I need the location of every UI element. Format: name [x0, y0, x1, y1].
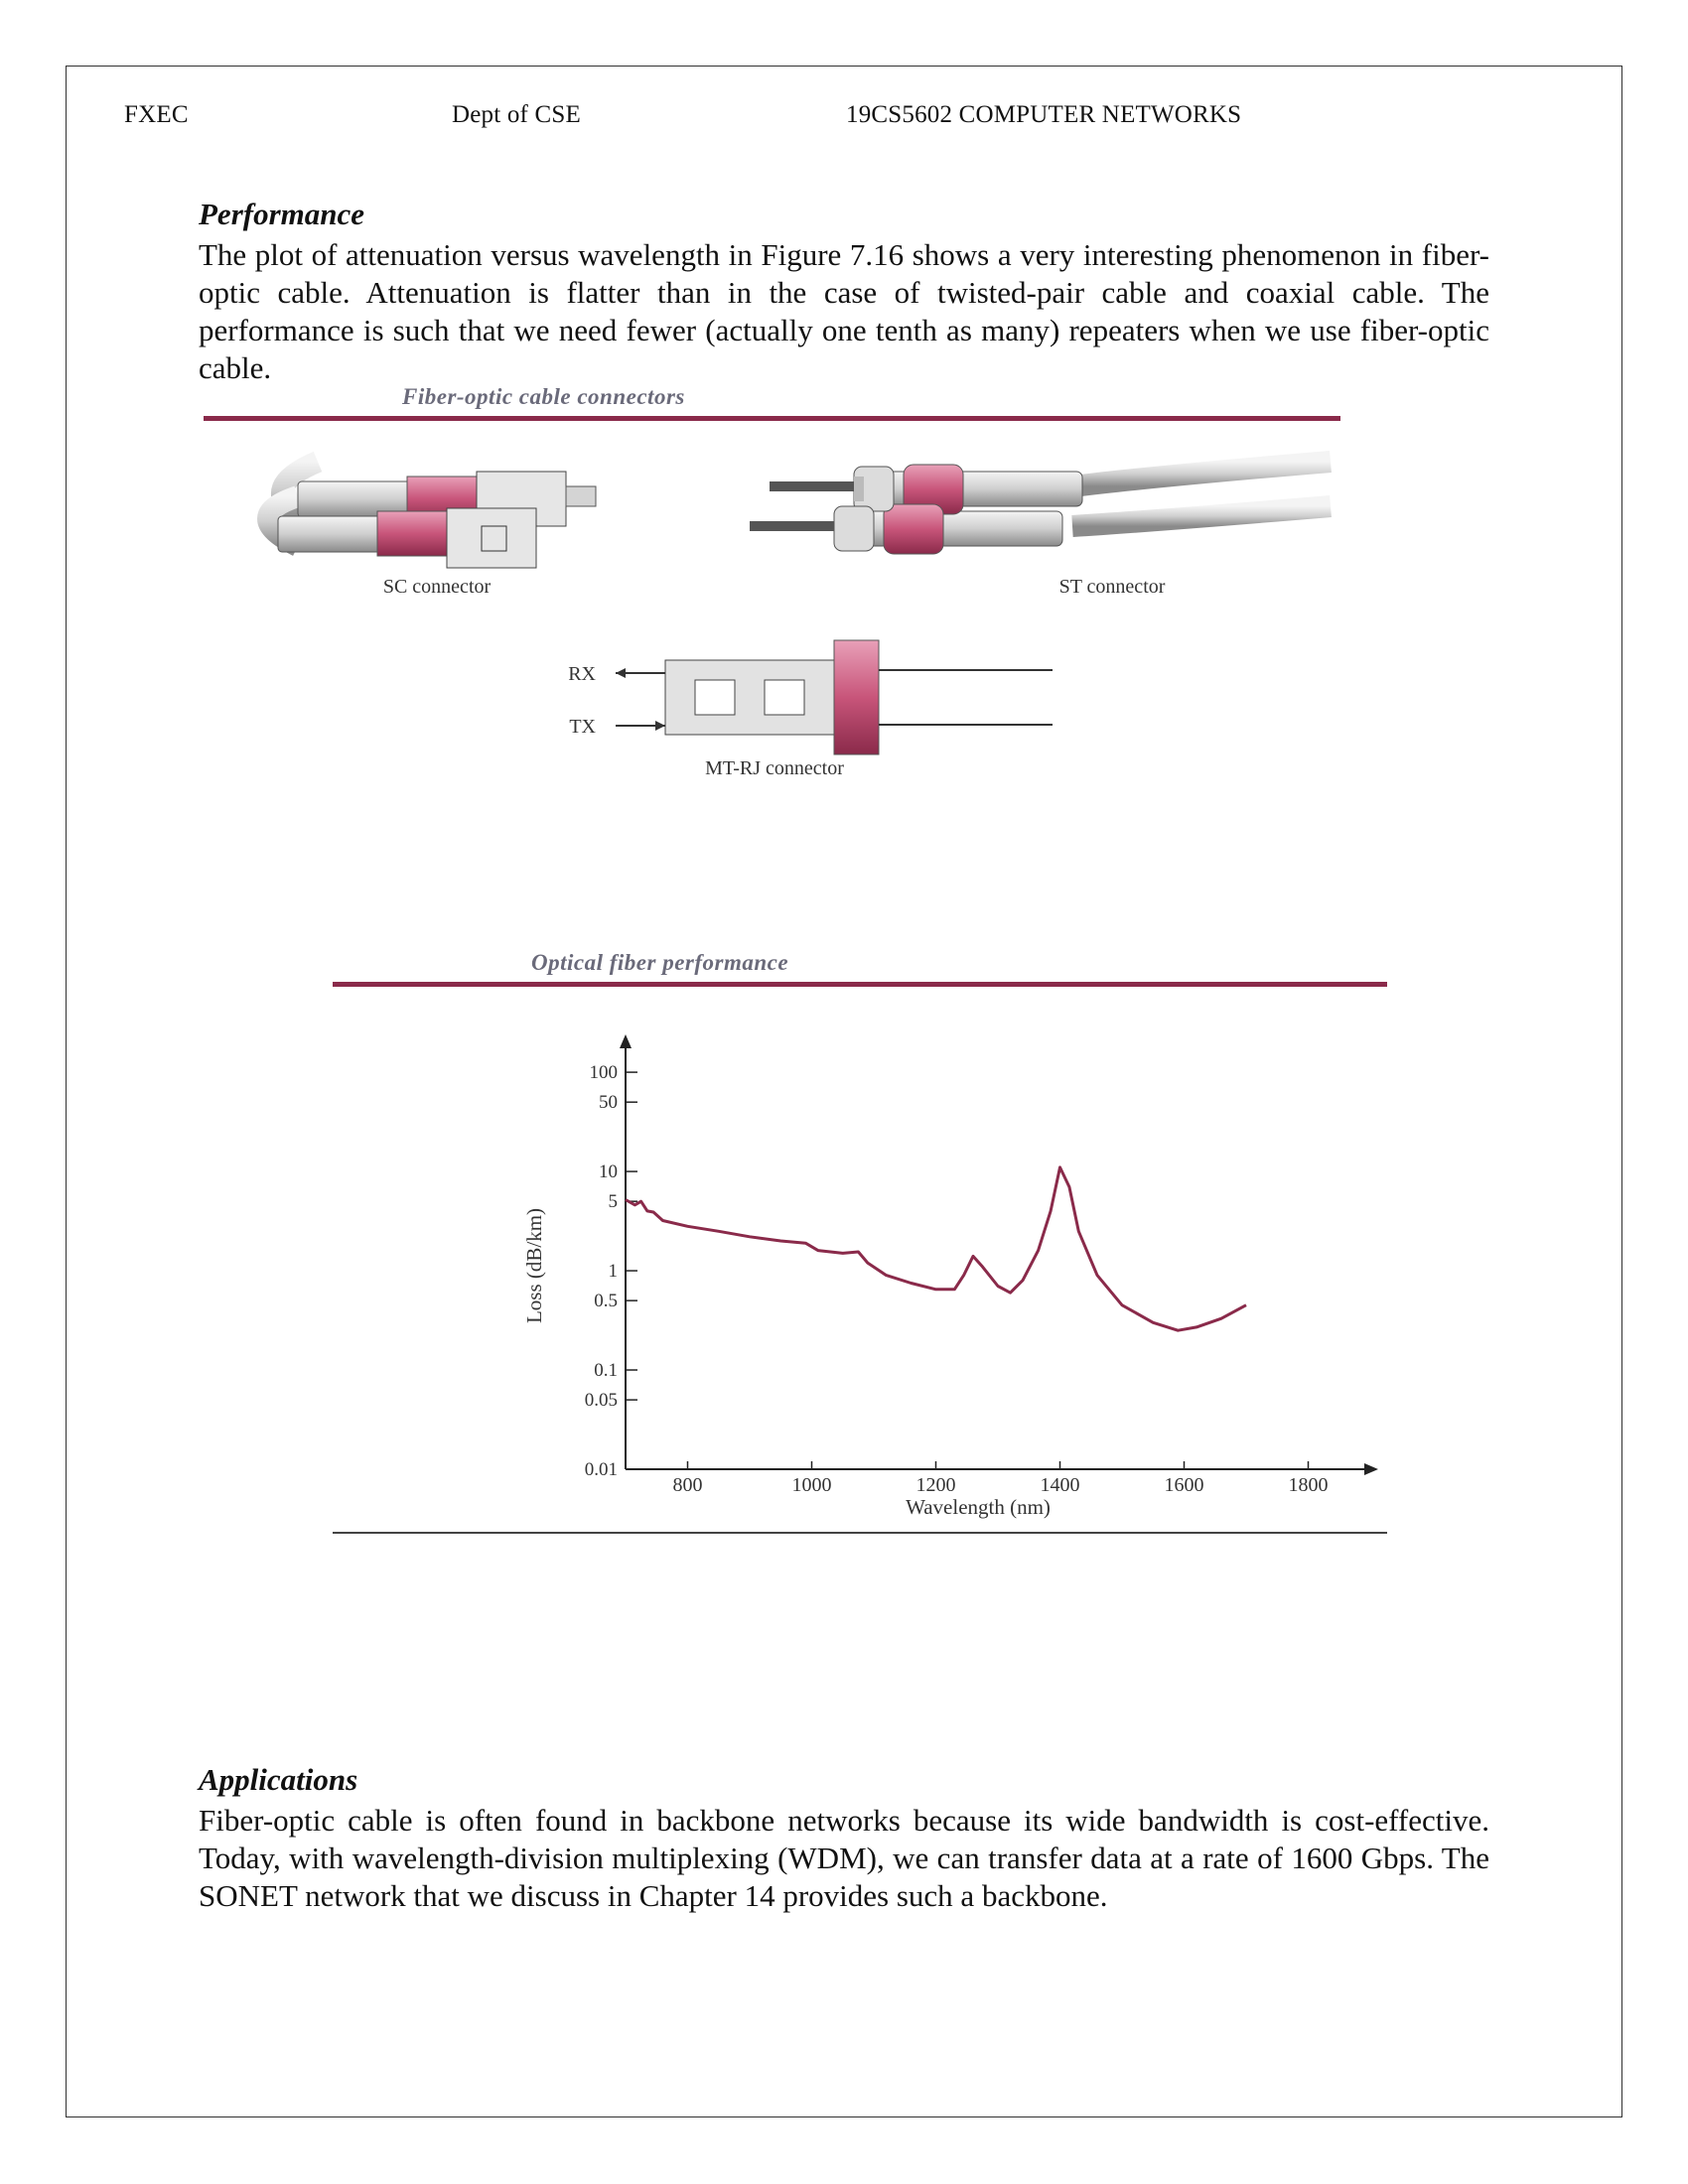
connectors-figure-rule	[204, 416, 1340, 421]
performance-heading: Performance	[199, 197, 365, 231]
rx-label: RX	[568, 663, 596, 685]
chart-loss-curve	[625, 1165, 1247, 1332]
chart-y-tick-label: 0.01	[585, 1459, 618, 1480]
performance-figure-rule	[333, 982, 1387, 987]
chart-y-tick-label: 0.05	[585, 1390, 618, 1411]
chart-y-axis-arrow	[620, 1034, 632, 1048]
performance-paragraph: The plot of attenuation versus wavelengt…	[199, 237, 1489, 385]
applications-heading: Applications	[199, 1762, 358, 1797]
tx-label: TX	[569, 716, 596, 738]
chart-x-axis-label: Wavelength (nm)	[906, 1495, 1051, 1519]
chart-y-tick-label: 0.1	[594, 1360, 618, 1381]
chart-y-tick-label: 10	[599, 1161, 618, 1182]
chart-x-tick-label: 800	[673, 1474, 703, 1496]
chart-x-tick-label: 1200	[916, 1474, 956, 1496]
st-connector-label: ST connector	[1059, 576, 1166, 598]
sc-connector-label: SC connector	[383, 576, 492, 598]
header-institution: FXEC	[124, 101, 189, 128]
connectors-figure-caption: Fiber-optic cable connectors	[402, 384, 685, 409]
chart-y-axis-label: Loss (dB/km)	[522, 1208, 546, 1323]
st-connector-icon	[750, 451, 1332, 555]
chart-x-tick-label: 1600	[1165, 1474, 1204, 1496]
sc-connector-icon	[257, 451, 597, 569]
performance-figure-caption: Optical fiber performance	[531, 950, 789, 975]
mtrj-connector-icon	[616, 639, 1053, 755]
header-course: 19CS5602 COMPUTER NETWORKS	[846, 101, 1242, 128]
header-department: Dept of CSE	[452, 101, 581, 128]
chart-y-tick-label: 100	[590, 1062, 619, 1083]
chart-y-tick-label: 0.5	[594, 1291, 618, 1311]
connectors-illustration: SC connector ST connector RX TX MT-RJ co…	[257, 451, 1332, 779]
chart-x-tick-label: 1400	[1041, 1474, 1080, 1496]
chart-x-tick-label: 1000	[792, 1474, 832, 1496]
chart-x-tick-label: 1800	[1289, 1474, 1329, 1496]
chart-y-tick-label: 1	[609, 1261, 619, 1282]
chart-y-tick-label: 5	[609, 1191, 619, 1212]
chart-x-axis-arrow	[1364, 1463, 1378, 1475]
mtrj-connector-label: MT-RJ connector	[705, 757, 844, 779]
chart-y-tick-label: 50	[599, 1092, 618, 1113]
page-border	[66, 66, 1622, 2117]
performance-figure-bottom-rule	[333, 1532, 1387, 1534]
applications-paragraph: Fiber-optic cable is often found in back…	[199, 1803, 1489, 1913]
loss-vs-wavelength-chart: 800 1000 1200 1400 1600 1800 100 50 10 5 1 0.5 0.1 0.…	[522, 1034, 1378, 1519]
